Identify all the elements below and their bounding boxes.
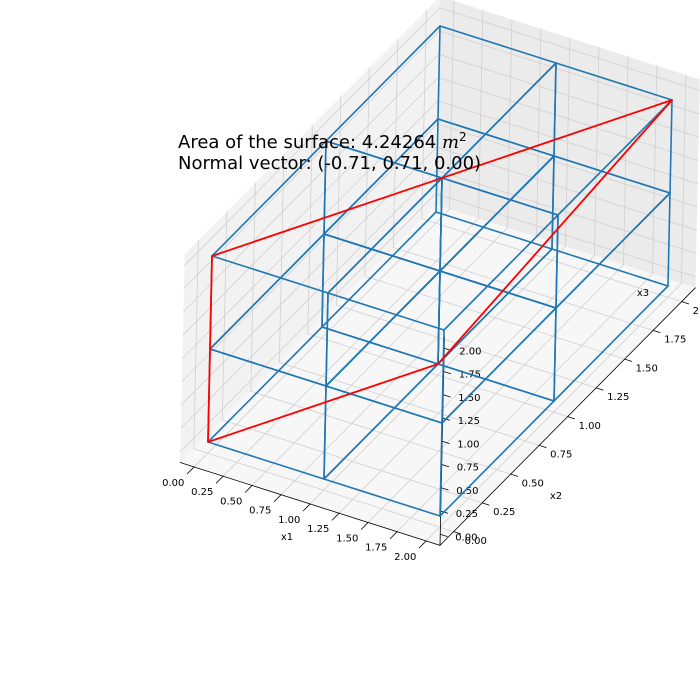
- x-tick-label: 1.75: [365, 543, 387, 554]
- x-tick-label: 0.75: [249, 506, 271, 517]
- y-tick: [539, 445, 546, 447]
- y-tick-label: 0.25: [493, 507, 515, 518]
- y-tick-label: 1.75: [664, 335, 686, 346]
- x-tick-label: 0.00: [162, 478, 184, 489]
- y-tick-label: 0.50: [522, 478, 544, 489]
- x-tick: [216, 476, 223, 483]
- y-tick: [568, 417, 575, 419]
- y-tick-label: 1.50: [636, 363, 658, 374]
- x-tick-label: 0.50: [220, 496, 242, 507]
- x-tick-label: 1.50: [336, 533, 358, 544]
- y-tick: [653, 330, 660, 332]
- y-tick-label: 1.25: [607, 392, 629, 403]
- z-tick-label: 1.25: [458, 416, 480, 427]
- y-tick: [482, 503, 489, 505]
- chart-title-line-1: Area of the surface: 4.24264 m2: [178, 130, 467, 153]
- title-text: Area of the surface: 4.24264: [178, 132, 442, 153]
- z-tick-label: 0.25: [456, 509, 478, 520]
- x-tick: [332, 513, 339, 520]
- y-tick: [596, 388, 603, 390]
- x-tick: [245, 485, 252, 492]
- x-tick: [187, 467, 194, 474]
- x-tick: [361, 522, 368, 529]
- chart-title-line-2: Normal vector: (-0.71, 0.71, 0.00): [178, 153, 481, 174]
- y-tick: [625, 359, 632, 361]
- x-tick-label: 1.25: [307, 524, 329, 535]
- z-tick-label: 1.00: [457, 439, 479, 450]
- z-axis-label: x3: [637, 288, 649, 299]
- y-tick-label: 1.00: [579, 421, 601, 432]
- title-superscript: 2: [459, 130, 467, 144]
- z-tick-label: 0.75: [457, 463, 479, 474]
- x-tick: [390, 532, 397, 539]
- x-tick-label: 0.25: [191, 487, 213, 498]
- y-tick: [682, 302, 689, 304]
- x-tick: [274, 495, 281, 502]
- title-math: m: [442, 132, 459, 153]
- y-tick-label: 0.75: [550, 450, 572, 461]
- z-tick-label: 2.00: [459, 346, 481, 357]
- x-axis-label: x1: [281, 532, 293, 543]
- z-tick-label: 0.00: [455, 532, 477, 543]
- x-tick-label: 2.00: [394, 552, 416, 563]
- y-tick-label: 2.00: [693, 306, 700, 317]
- y-axis-label: x2: [550, 491, 562, 502]
- x-tick: [419, 541, 426, 548]
- y-tick: [511, 474, 518, 476]
- x-tick-label: 1.00: [278, 515, 300, 526]
- x-tick: [303, 504, 310, 511]
